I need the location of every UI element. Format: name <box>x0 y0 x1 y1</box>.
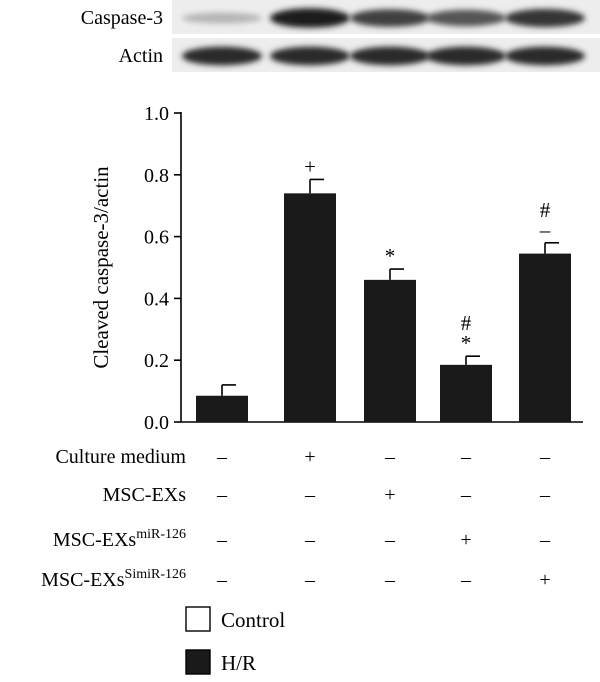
condition-mark: – <box>216 569 228 591</box>
condition-name: MSC-EXs <box>53 529 137 551</box>
condition-mark: – <box>460 446 472 468</box>
significance-marker: # <box>461 311 472 335</box>
y-tick-label: 0.6 <box>144 227 169 249</box>
bar <box>519 253 571 422</box>
condition-mark: + <box>460 529 471 551</box>
blot-band <box>182 46 262 66</box>
condition-mark: – <box>304 569 316 591</box>
condition-mark: – <box>539 529 551 551</box>
condition-label: Culture medium <box>55 446 186 468</box>
western-blot: Caspase-3 Actin <box>81 0 600 72</box>
y-tick-label: 1.0 <box>144 103 169 125</box>
bar-chart: 0.0 0.2 0.4 0.6 0.8 1.0 Cleaved caspase-3/acti… <box>89 103 583 434</box>
condition-mark: + <box>304 446 315 468</box>
significance-marker: * <box>385 244 396 268</box>
condition-mark: – <box>216 446 228 468</box>
blot-band <box>426 9 506 27</box>
condition-superscript: miR-126 <box>136 527 186 542</box>
y-tick-label: 0.4 <box>144 288 169 310</box>
condition-superscript: SimiR-126 <box>125 567 186 582</box>
condition-name: MSC-EXs <box>41 569 125 591</box>
blot-band <box>270 46 350 66</box>
significance-marker: # <box>540 198 551 222</box>
blot-band <box>505 8 585 28</box>
bar <box>364 279 416 422</box>
condition-mark: + <box>539 569 550 591</box>
condition-label: MSC-EXs <box>103 484 187 506</box>
blot-label: Caspase-3 <box>81 7 163 29</box>
condition-mark: – <box>216 484 228 506</box>
legend-swatch <box>185 649 211 675</box>
significance-marker: + <box>304 154 316 178</box>
significance-marker: – <box>539 218 551 242</box>
bar <box>284 193 336 422</box>
condition-table: Culture medium – + – – –MSC-EXs – – + – –MSC-EXsmi… <box>41 446 551 591</box>
blot-band <box>350 9 430 27</box>
legend-swatch <box>185 606 211 632</box>
condition-mark: – <box>384 569 396 591</box>
condition-mark: – <box>384 446 396 468</box>
bar <box>440 364 492 422</box>
condition-name: Culture medium <box>55 446 186 468</box>
condition-mark: + <box>384 484 395 506</box>
blot-band <box>426 46 506 66</box>
condition-name: MSC-EXs <box>103 484 187 506</box>
blot-band <box>350 46 430 66</box>
condition-label: MSC-EXsmiR-126 <box>53 527 186 551</box>
blot-band <box>270 8 350 28</box>
condition-mark: – <box>539 484 551 506</box>
bar <box>196 395 248 422</box>
y-tick-label: 0.8 <box>144 165 169 187</box>
condition-mark: – <box>539 446 551 468</box>
condition-mark: – <box>460 569 472 591</box>
legend-label: H/R <box>221 651 256 675</box>
legend-label: Control <box>221 608 285 632</box>
condition-label: MSC-EXsSimiR-126 <box>41 567 186 591</box>
blot-band <box>182 12 262 24</box>
blot-band <box>505 46 585 66</box>
y-axis-label: Cleaved caspase-3/actin <box>89 166 113 369</box>
blot-label: Actin <box>119 45 163 67</box>
significance-marker: * <box>461 331 472 355</box>
y-tick-label: 0.0 <box>144 412 169 434</box>
y-tick-label: 0.2 <box>144 350 169 372</box>
condition-mark: – <box>384 529 396 551</box>
legend: Control H/R <box>185 606 285 675</box>
condition-mark: – <box>304 529 316 551</box>
condition-mark: – <box>216 529 228 551</box>
condition-mark: – <box>460 484 472 506</box>
condition-mark: – <box>304 484 316 506</box>
